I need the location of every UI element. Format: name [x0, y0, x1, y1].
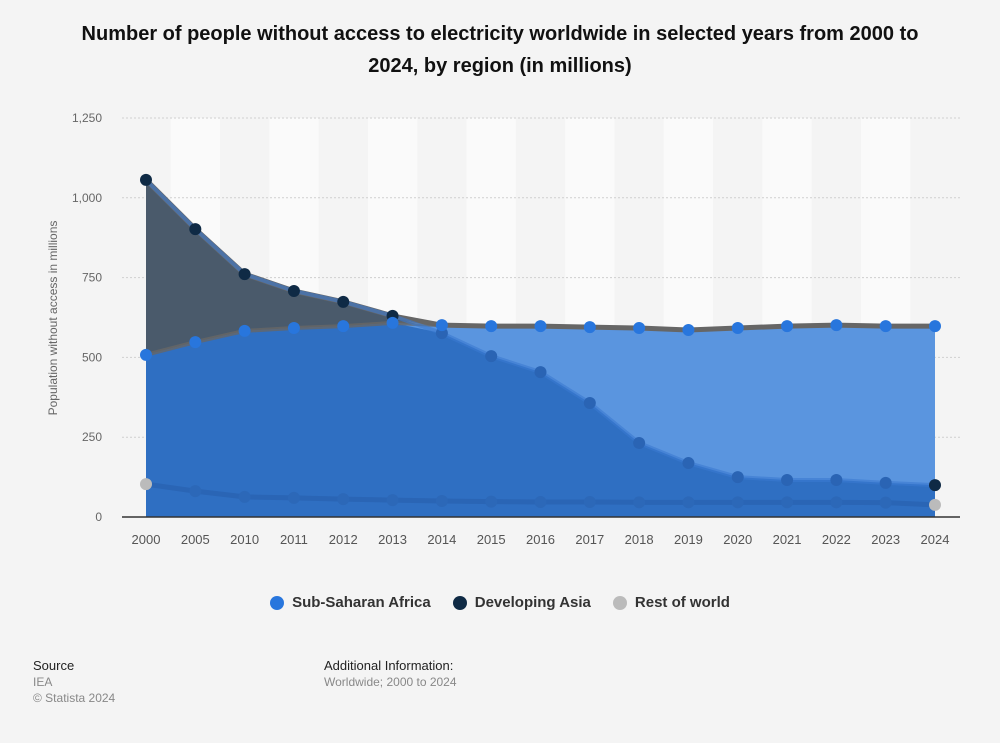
- point-developing-asia: [238, 268, 251, 281]
- point-developing-asia: [879, 476, 892, 489]
- legend-label: Developing Asia: [474, 594, 591, 611]
- x-tick-label: 2017: [575, 532, 604, 547]
- x-tick-label: 2018: [625, 532, 654, 547]
- x-tick-label: 2016: [526, 532, 555, 547]
- x-tick-label: 2010: [230, 532, 259, 547]
- x-tick-label: 2013: [378, 532, 407, 547]
- x-tick-label: 2011: [280, 532, 308, 547]
- y-tick-label: 750: [82, 271, 102, 285]
- point-developing-asia: [583, 397, 596, 410]
- point-rest-of-world: [386, 494, 399, 507]
- legend: Sub-Saharan Africa Developing Asia Rest …: [0, 594, 1000, 611]
- point-rest-of-world: [534, 495, 547, 508]
- legend-item-sub-saharan-africa[interactable]: Sub-Saharan Africa: [270, 594, 431, 611]
- point-rest-of-world: [238, 490, 251, 503]
- point-sub-saharan-africa: [485, 320, 498, 333]
- source-link[interactable]: IEA: [33, 675, 53, 689]
- point-rest-of-world: [435, 495, 448, 508]
- point-developing-asia: [682, 457, 695, 470]
- point-sub-saharan-africa: [534, 320, 547, 333]
- point-rest-of-world: [485, 495, 498, 508]
- point-rest-of-world: [583, 495, 596, 508]
- point-developing-asia: [633, 436, 646, 449]
- legend-marker: [270, 595, 285, 610]
- x-tick-label: 2005: [181, 532, 210, 547]
- y-tick-label: 250: [82, 430, 102, 444]
- point-sub-saharan-africa: [337, 320, 350, 333]
- x-tick-label: 2022: [822, 532, 851, 547]
- point-rest-of-world: [287, 491, 300, 504]
- point-sub-saharan-africa: [731, 322, 744, 335]
- legend-label: Sub-Saharan Africa: [292, 594, 431, 611]
- point-sub-saharan-africa: [583, 321, 596, 334]
- source-label: Source: [33, 658, 75, 673]
- point-developing-asia: [485, 350, 498, 363]
- x-tick-label: 2021: [773, 532, 802, 547]
- y-tick-label: 1,250: [72, 111, 102, 125]
- x-tick-label: 2019: [674, 532, 703, 547]
- chart-title: Number of people without access to elect…: [81, 23, 919, 77]
- point-sub-saharan-africa: [435, 319, 448, 332]
- point-sub-saharan-africa: [633, 322, 646, 335]
- point-sub-saharan-africa: [189, 336, 202, 349]
- legend-item-rest-of-world[interactable]: Rest of world: [612, 594, 730, 611]
- point-developing-asia: [781, 473, 794, 486]
- point-rest-of-world: [140, 478, 152, 491]
- point-sub-saharan-africa: [879, 320, 892, 333]
- point-developing-asia: [189, 223, 202, 236]
- point-sub-saharan-africa: [238, 324, 251, 337]
- point-rest-of-world: [830, 496, 843, 509]
- source-block: Source IEA © Statista 2024: [33, 658, 115, 706]
- point-rest-of-world: [731, 496, 744, 509]
- point-sub-saharan-africa: [287, 322, 300, 335]
- copyright: © Statista 2024: [33, 691, 116, 705]
- point-developing-asia: [929, 479, 941, 492]
- x-tick-label: 2015: [477, 532, 506, 547]
- point-developing-asia: [830, 473, 843, 486]
- point-rest-of-world: [682, 496, 695, 509]
- point-rest-of-world: [781, 496, 794, 509]
- legend-item-developing-asia[interactable]: Developing Asia: [452, 594, 591, 611]
- point-sub-saharan-africa: [140, 348, 152, 361]
- y-tick-label: 1,000: [72, 191, 102, 205]
- y-tick-label: 0: [95, 510, 102, 524]
- point-rest-of-world: [189, 485, 202, 498]
- y-tick-label: 500: [82, 350, 102, 364]
- x-tick-label: 2014: [427, 532, 456, 547]
- legend-label: Rest of world: [634, 594, 730, 611]
- x-tick-label: 2020: [723, 532, 752, 547]
- legend-marker: [452, 595, 467, 610]
- point-sub-saharan-africa: [929, 320, 941, 333]
- point-developing-asia: [140, 173, 152, 186]
- x-tick-label: 2023: [871, 532, 900, 547]
- point-sub-saharan-africa: [386, 316, 399, 329]
- point-sub-saharan-africa: [682, 323, 695, 336]
- point-developing-asia: [534, 366, 547, 379]
- point-rest-of-world: [633, 496, 646, 509]
- point-sub-saharan-africa: [781, 320, 794, 333]
- x-tick-label: 2000: [132, 532, 161, 547]
- area-overlap: [146, 322, 935, 517]
- additional-info: Additional Information: Worldwide; 2000 …: [324, 658, 457, 690]
- info-text: Worldwide; 2000 to 2024: [324, 675, 457, 689]
- x-tick-label: 2012: [329, 532, 358, 547]
- point-developing-asia: [731, 471, 744, 484]
- legend-marker: [612, 595, 627, 610]
- point-rest-of-world: [929, 498, 941, 511]
- point-developing-asia: [287, 285, 300, 298]
- point-developing-asia: [337, 295, 350, 308]
- point-rest-of-world: [879, 496, 892, 509]
- point-sub-saharan-africa: [830, 319, 843, 332]
- point-rest-of-world: [337, 493, 350, 506]
- info-label: Additional Information:: [324, 658, 454, 673]
- y-axis-label: Population without access in millions: [46, 221, 60, 416]
- x-tick-label: 2024: [921, 532, 950, 547]
